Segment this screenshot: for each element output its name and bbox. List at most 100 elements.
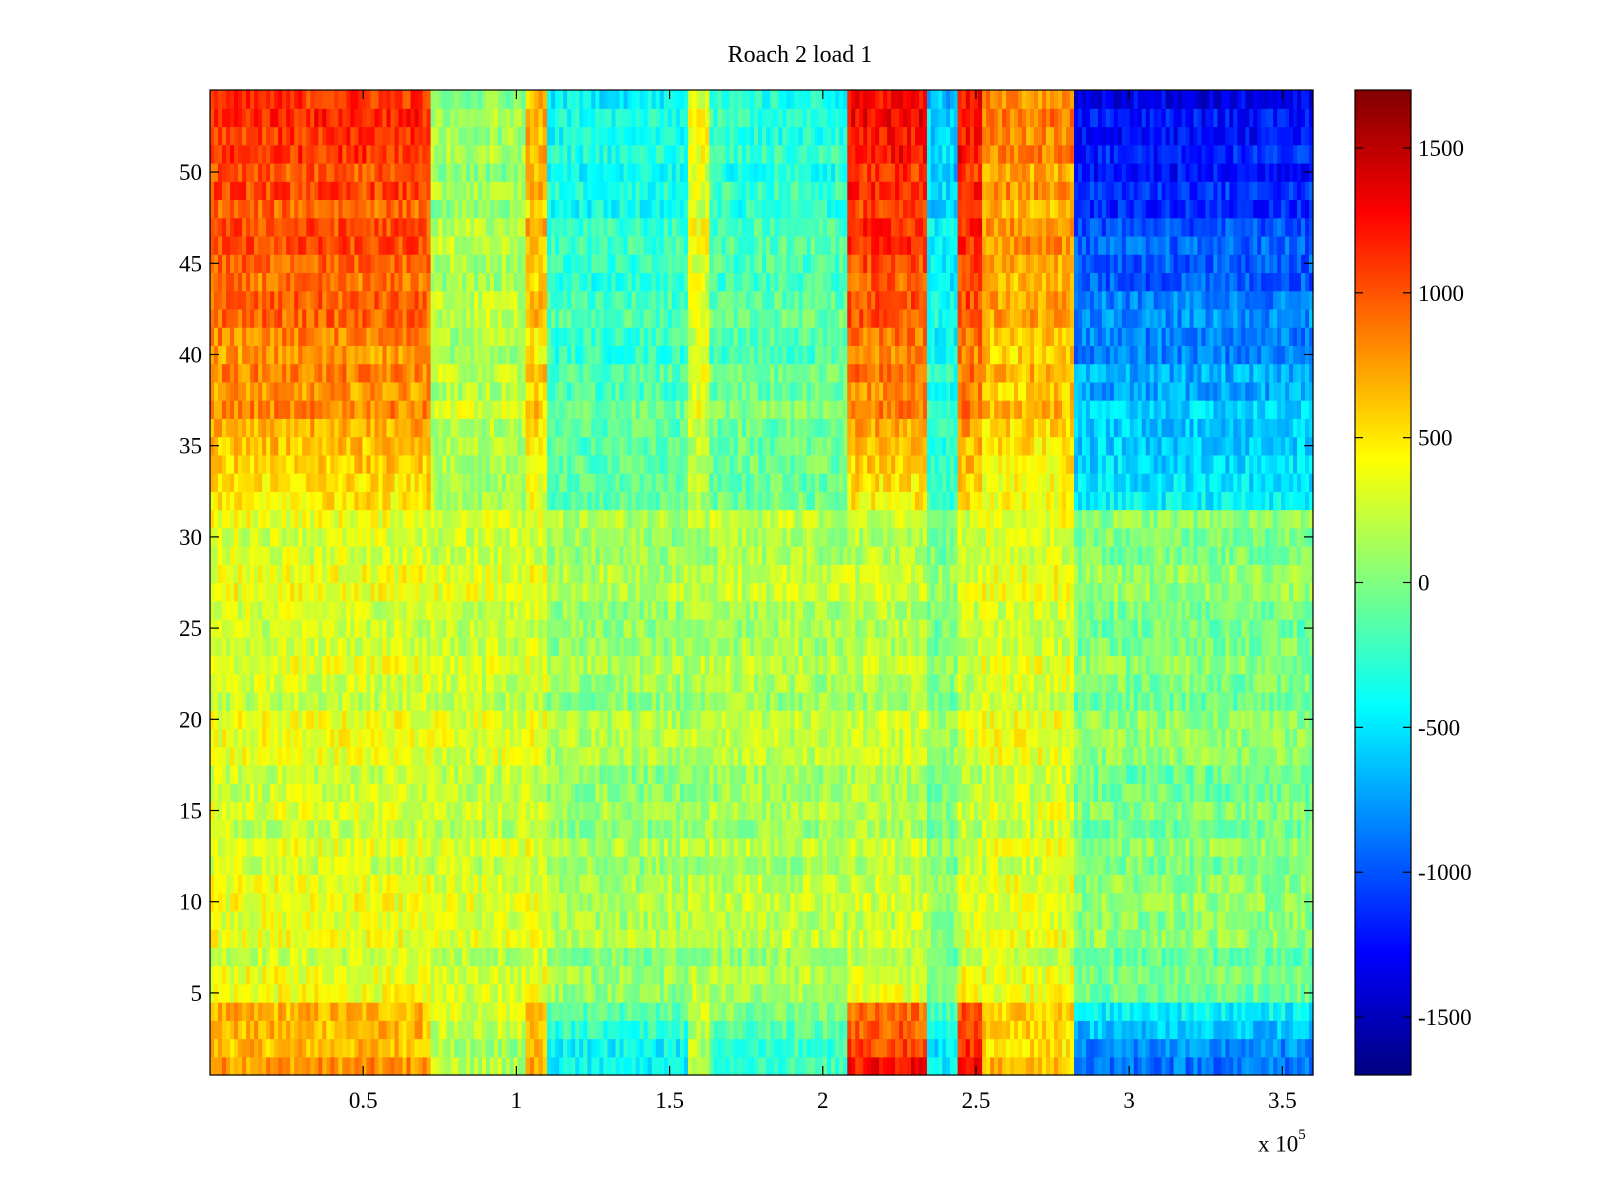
heatmap-cell	[318, 600, 323, 620]
heatmap-cell	[282, 454, 287, 474]
heatmap-cell	[482, 254, 487, 274]
heatmap-cell	[430, 1020, 436, 1040]
heatmap-cell	[683, 983, 689, 1003]
heatmap-cell	[338, 345, 343, 365]
heatmap-cell	[486, 126, 491, 146]
heatmap-cell	[218, 837, 223, 857]
heatmap-cell	[486, 345, 491, 365]
heatmap-cell	[226, 1020, 231, 1040]
heatmap-cell	[282, 199, 287, 219]
heatmap-cell	[579, 947, 584, 967]
heatmap-cell	[493, 181, 499, 201]
heatmap-cell	[517, 600, 523, 620]
heatmap-cell	[639, 910, 645, 930]
heatmap-cell	[226, 910, 231, 930]
heatmap-cell	[462, 199, 467, 219]
heatmap-cell	[489, 673, 495, 693]
heatmap-cell	[466, 983, 471, 1003]
heatmap-cell	[394, 199, 400, 219]
heatmap-cell	[679, 965, 685, 985]
heatmap-cell	[426, 454, 432, 474]
heatmap-cell	[538, 290, 544, 310]
heatmap-cell	[302, 582, 307, 602]
heatmap-cell	[486, 473, 491, 492]
heatmap-cell	[334, 746, 339, 766]
heatmap-cell	[250, 436, 255, 456]
heatmap-cell	[294, 801, 299, 821]
heatmap-cell	[462, 108, 467, 128]
heatmap-cell	[497, 764, 503, 784]
heatmap-cell	[370, 199, 376, 219]
heatmap-cell	[595, 965, 600, 985]
heatmap-cell	[438, 564, 444, 584]
heatmap-cell	[517, 144, 523, 164]
heatmap-cell	[314, 235, 319, 255]
heatmap-cell	[517, 929, 523, 948]
heatmap-cell	[501, 108, 507, 128]
heatmap-cell	[366, 710, 372, 730]
heatmap-cell	[282, 418, 287, 438]
heatmap-cell	[238, 473, 243, 492]
heatmap-cell	[501, 582, 507, 602]
heatmap-cell	[378, 856, 384, 875]
heatmap-cell	[406, 363, 412, 383]
heatmap-cell	[222, 947, 227, 967]
heatmap-cell	[414, 126, 420, 146]
heatmap-cell	[210, 546, 215, 565]
heatmap-cell	[430, 618, 436, 638]
heatmap-cell	[390, 418, 396, 438]
heatmap-cell	[302, 1038, 307, 1058]
heatmap-cell	[278, 874, 283, 894]
heatmap-cell	[270, 90, 275, 109]
heatmap-cell	[525, 162, 531, 182]
heatmap-cell	[418, 892, 424, 912]
heatmap-cell	[591, 947, 596, 967]
heatmap-cell	[639, 837, 645, 857]
heatmap-cell	[258, 673, 263, 693]
heatmap-cell	[591, 1038, 596, 1058]
heatmap-cell	[529, 837, 535, 857]
heatmap-cell	[362, 947, 368, 967]
heatmap-cell	[474, 527, 479, 547]
heatmap-cell	[442, 162, 448, 182]
heatmap-cell	[474, 254, 479, 274]
heatmap-cell	[342, 929, 347, 948]
heatmap-cell	[262, 381, 267, 401]
heatmap-cell	[489, 381, 495, 401]
heatmap-cell	[334, 837, 339, 857]
heatmap-cell	[505, 181, 511, 201]
heatmap-cell	[398, 546, 404, 565]
heatmap-cell	[529, 892, 535, 912]
heatmap-cell	[402, 1020, 408, 1040]
heatmap-cell	[398, 1056, 404, 1076]
heatmap-cell	[551, 929, 556, 948]
heatmap-cell	[350, 710, 355, 730]
heatmap-cell	[505, 655, 511, 675]
heatmap-cell	[466, 965, 471, 985]
heatmap-cell	[398, 473, 404, 492]
heatmap-cell	[446, 181, 451, 201]
heatmap-cell	[525, 783, 531, 802]
heatmap-cell	[226, 272, 231, 292]
heatmap-cell	[278, 1020, 283, 1040]
heatmap-cell	[282, 527, 287, 547]
heatmap-cell	[446, 655, 451, 675]
heatmap-cell	[525, 491, 531, 511]
heatmap-cell	[230, 564, 235, 584]
heatmap-cell	[246, 746, 251, 766]
heatmap-cell	[358, 874, 364, 894]
heatmap-cell	[422, 254, 428, 274]
heatmap-cell	[258, 746, 263, 766]
heatmap-cell	[458, 181, 463, 201]
heatmap-cell	[478, 929, 483, 948]
heatmap-cell	[302, 801, 307, 821]
heatmap-cell	[497, 418, 503, 438]
heatmap-cell	[446, 947, 451, 967]
heatmap-cell	[314, 473, 319, 492]
heatmap-cell	[226, 308, 231, 328]
heatmap-cell	[390, 618, 396, 638]
heatmap-cell	[278, 546, 283, 565]
heatmap-cell	[406, 691, 412, 711]
heatmap-cell	[418, 90, 424, 109]
heatmap-cell	[382, 345, 388, 365]
